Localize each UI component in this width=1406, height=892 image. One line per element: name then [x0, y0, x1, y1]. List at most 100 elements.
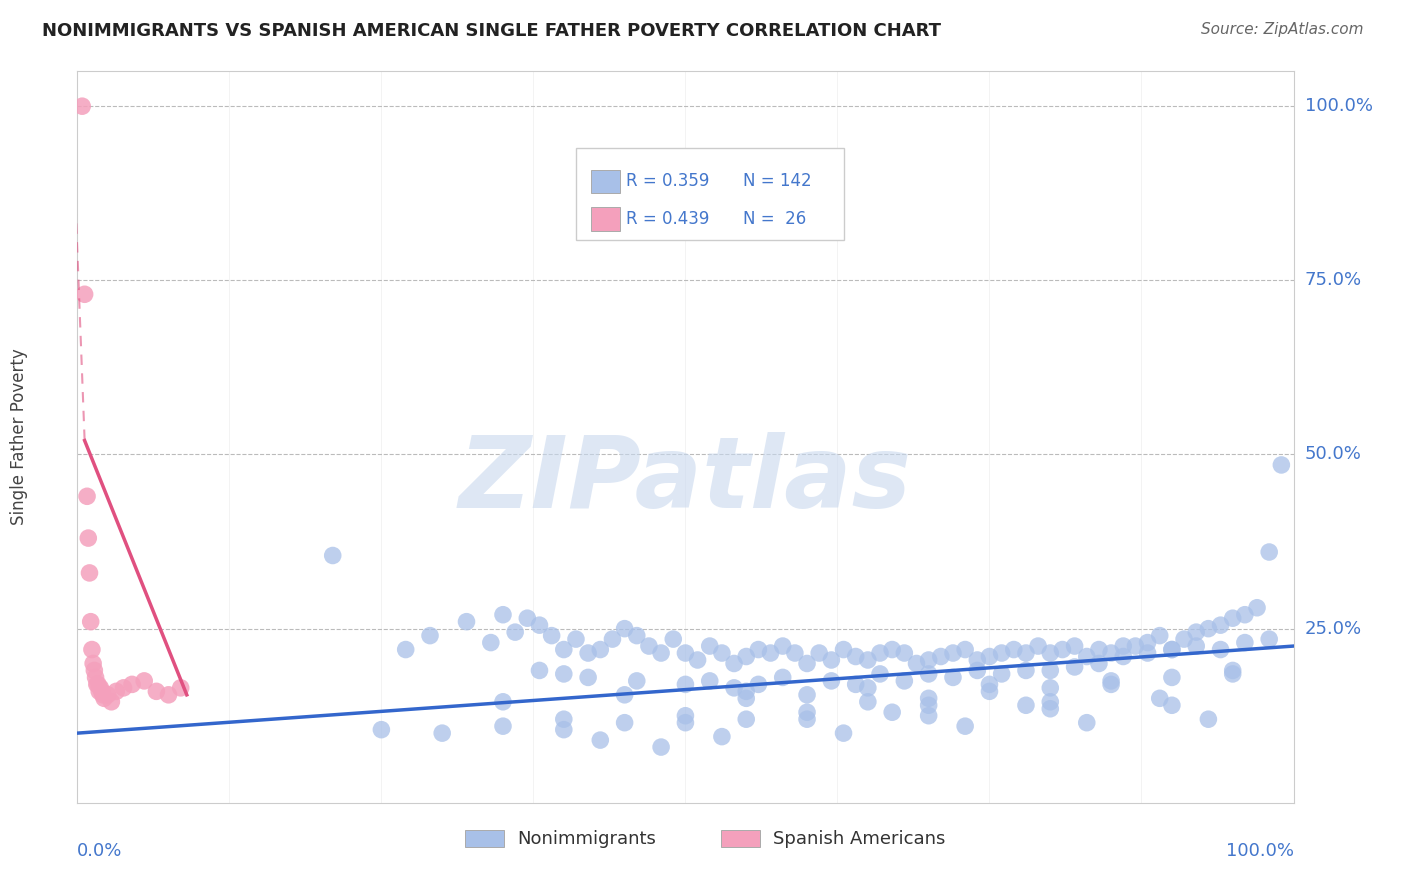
Point	[322, 549, 344, 563]
Point	[699, 673, 721, 688]
Point	[1039, 695, 1062, 709]
Point	[882, 642, 904, 657]
Point	[942, 670, 965, 684]
Point	[845, 677, 868, 691]
Point	[1063, 639, 1085, 653]
Point	[869, 667, 891, 681]
Point	[845, 649, 868, 664]
Point	[990, 667, 1012, 681]
Point	[565, 632, 588, 646]
FancyBboxPatch shape	[576, 148, 844, 240]
Point	[723, 657, 745, 671]
Text: 100.0%: 100.0%	[1305, 97, 1372, 115]
Point	[516, 611, 538, 625]
Point	[882, 705, 904, 719]
Point	[747, 642, 769, 657]
Point	[735, 712, 758, 726]
Point	[576, 670, 599, 684]
Point	[735, 684, 758, 698]
Point	[1136, 635, 1159, 649]
Point	[1099, 646, 1122, 660]
Point	[1076, 715, 1098, 730]
Point	[905, 657, 928, 671]
Point	[1161, 670, 1184, 684]
Point	[675, 677, 697, 691]
Point	[820, 653, 842, 667]
Point	[638, 639, 661, 653]
Point	[395, 642, 418, 657]
Point	[479, 635, 502, 649]
Point	[808, 646, 831, 660]
Point	[589, 733, 612, 747]
Point	[953, 642, 976, 657]
FancyBboxPatch shape	[721, 830, 759, 847]
Text: 100.0%: 100.0%	[1226, 842, 1294, 860]
Point	[90, 684, 112, 698]
Point	[91, 688, 114, 702]
Point	[602, 632, 624, 646]
Point	[966, 664, 988, 678]
Point	[918, 708, 941, 723]
Point	[662, 632, 685, 646]
Point	[553, 712, 575, 726]
Point	[735, 691, 758, 706]
Text: Source: ZipAtlas.com: Source: ZipAtlas.com	[1201, 22, 1364, 37]
Point	[79, 566, 101, 580]
Point	[1088, 657, 1111, 671]
Point	[370, 723, 392, 737]
Text: Nonimmigrants: Nonimmigrants	[517, 830, 657, 847]
Point	[576, 646, 599, 660]
Point	[93, 691, 115, 706]
Point	[710, 646, 733, 660]
Point	[1222, 664, 1244, 678]
Point	[686, 653, 709, 667]
Point	[1161, 642, 1184, 657]
Point	[966, 653, 988, 667]
Point	[759, 646, 782, 660]
Point	[1039, 664, 1062, 678]
Point	[1233, 607, 1256, 622]
Point	[73, 287, 96, 301]
Point	[1246, 600, 1268, 615]
Point	[613, 622, 636, 636]
Point	[145, 684, 167, 698]
Point	[1052, 642, 1074, 657]
Point	[1136, 646, 1159, 660]
Text: 75.0%: 75.0%	[1305, 271, 1362, 289]
Point	[1161, 698, 1184, 713]
Point	[170, 681, 193, 695]
Point	[893, 646, 915, 660]
Point	[456, 615, 478, 629]
Point	[796, 688, 818, 702]
Text: Spanish Americans: Spanish Americans	[773, 830, 945, 847]
Point	[1270, 458, 1292, 472]
Point	[1015, 698, 1038, 713]
Text: 50.0%: 50.0%	[1305, 445, 1361, 464]
Point	[1099, 673, 1122, 688]
Point	[1197, 712, 1219, 726]
FancyBboxPatch shape	[591, 169, 620, 193]
Point	[699, 639, 721, 653]
Point	[1125, 639, 1147, 653]
Text: Single Father Poverty: Single Father Poverty	[10, 349, 28, 525]
Point	[553, 723, 575, 737]
Point	[84, 670, 107, 684]
Point	[1161, 642, 1184, 657]
Point	[121, 677, 143, 691]
Point	[1099, 677, 1122, 691]
Point	[832, 726, 855, 740]
Point	[553, 642, 575, 657]
Point	[1112, 649, 1135, 664]
Point	[1039, 702, 1062, 716]
Point	[76, 489, 98, 503]
Point	[1185, 639, 1208, 653]
Text: NONIMMIGRANTS VS SPANISH AMERICAN SINGLE FATHER POVERTY CORRELATION CHART: NONIMMIGRANTS VS SPANISH AMERICAN SINGLE…	[42, 22, 941, 40]
Point	[929, 649, 952, 664]
Point	[540, 629, 562, 643]
Point	[134, 673, 156, 688]
Point	[83, 664, 105, 678]
Point	[796, 712, 818, 726]
Point	[100, 695, 122, 709]
Point	[86, 677, 108, 691]
Point	[918, 667, 941, 681]
